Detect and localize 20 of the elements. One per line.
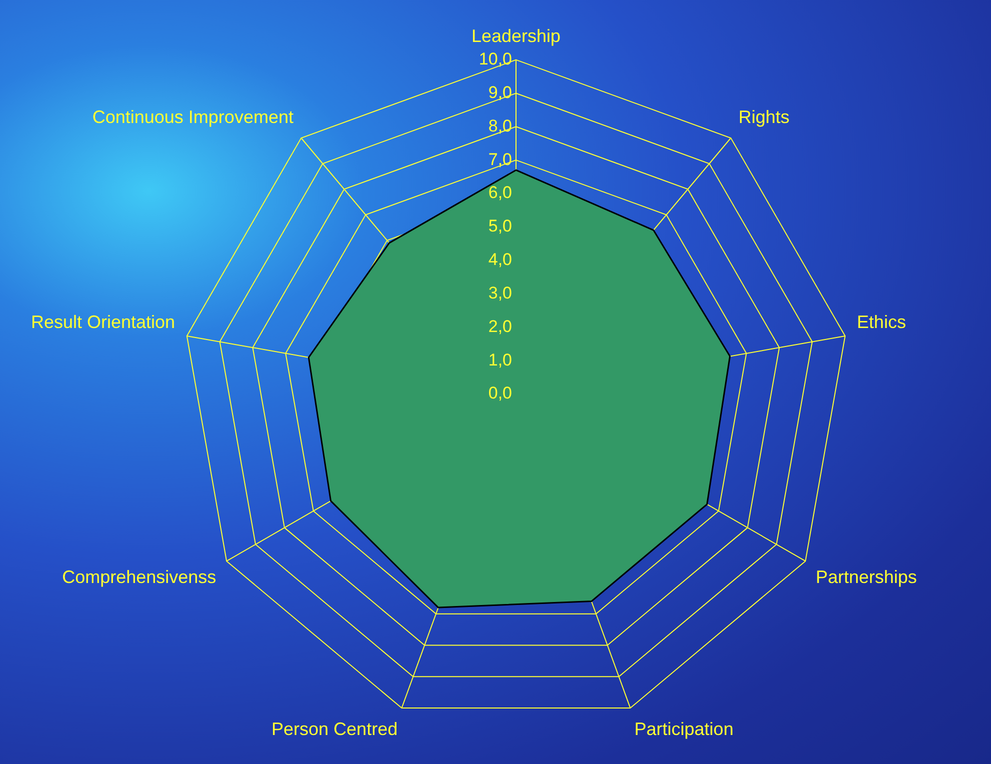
y-tick-label: 9,0 <box>488 82 512 102</box>
y-tick-label: 10,0 <box>478 50 512 68</box>
y-tick-label: 8,0 <box>488 116 512 136</box>
spoke-label: Ethics <box>856 312 906 332</box>
spoke-label: Continuous Improvement <box>92 106 294 127</box>
y-tick-label: 6,0 <box>488 183 512 202</box>
spoke-label: Partnerships <box>816 566 917 587</box>
y-tick-label: 1,0 <box>488 350 512 370</box>
y-tick-label: 0,0 <box>488 384 512 403</box>
spoke-label: Comprehensivenss <box>62 566 216 587</box>
y-tick-label: 3,0 <box>488 283 512 302</box>
y-tick-label: 7,0 <box>488 150 512 169</box>
spoke-label: Rights <box>738 106 790 127</box>
y-tick-label: 5,0 <box>488 216 512 236</box>
y-tick-label: 4,0 <box>488 250 512 270</box>
y-tick-label: 2,0 <box>488 316 512 336</box>
spoke-label: Result Orientation <box>30 312 176 332</box>
spoke-label: Leadership <box>471 26 561 46</box>
spoke-label: Participation <box>634 719 734 740</box>
spoke-label: Person Centred <box>272 719 398 740</box>
